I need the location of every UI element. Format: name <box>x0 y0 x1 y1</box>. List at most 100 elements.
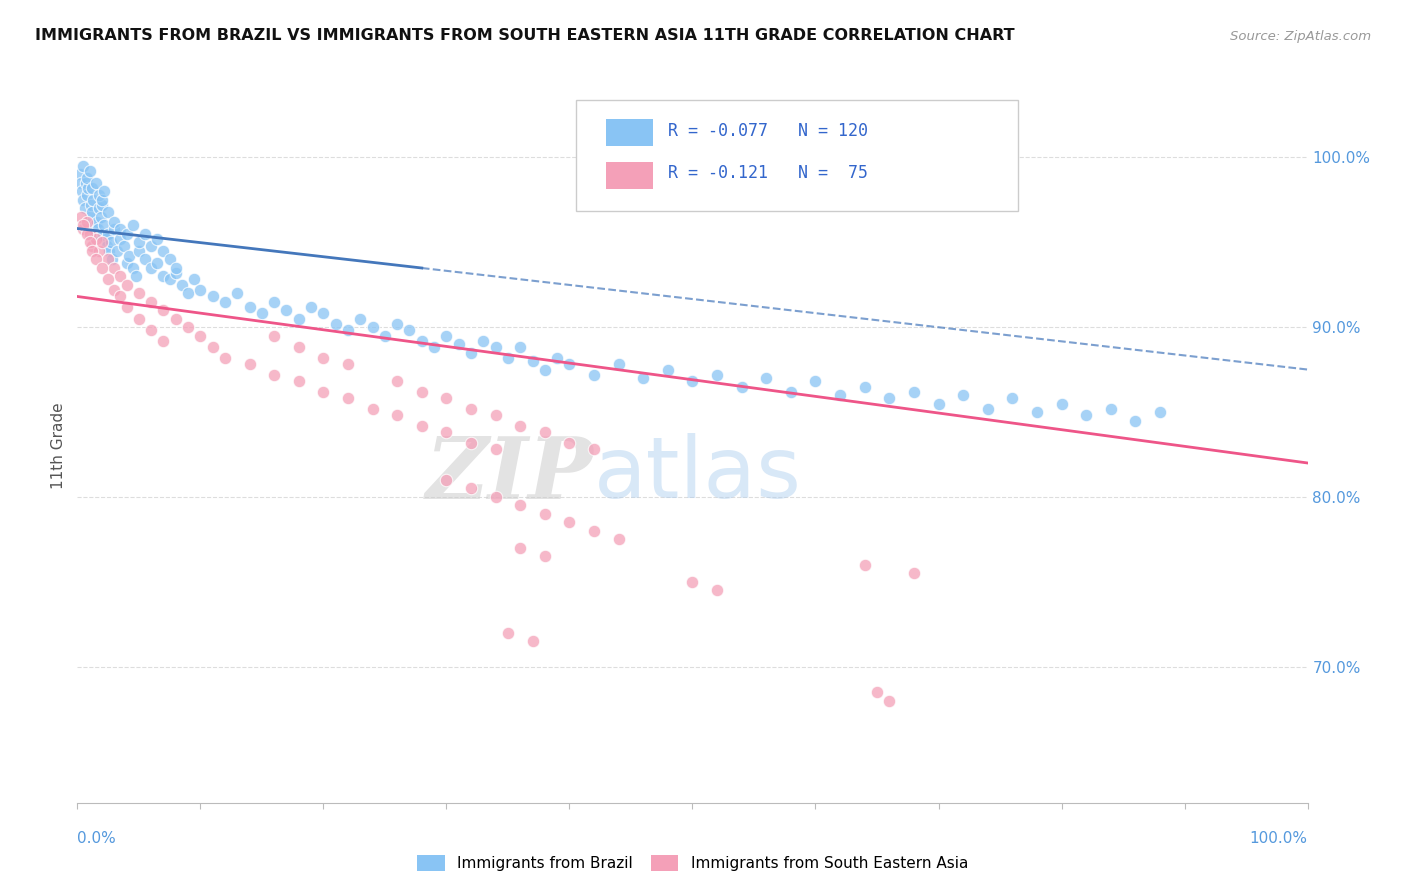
Point <box>312 384 335 399</box>
Point <box>496 351 519 365</box>
Point <box>534 507 557 521</box>
Point <box>93 218 115 232</box>
Point <box>977 401 1000 416</box>
Point <box>159 252 181 266</box>
Point <box>96 238 118 252</box>
Point <box>110 232 132 246</box>
Point <box>558 435 581 450</box>
Point <box>250 306 273 320</box>
Point <box>82 238 104 252</box>
Point <box>141 294 163 309</box>
Point <box>436 328 458 343</box>
Point <box>97 272 120 286</box>
Point <box>853 379 876 393</box>
Point <box>128 286 150 301</box>
Point <box>76 227 98 241</box>
Point <box>90 260 114 275</box>
Point <box>436 425 458 440</box>
Point <box>312 351 335 365</box>
Point <box>509 341 531 355</box>
Point <box>226 286 249 301</box>
Point <box>288 311 311 326</box>
Point <box>89 244 111 258</box>
Point <box>87 221 110 235</box>
Point <box>436 473 458 487</box>
Point <box>103 260 125 275</box>
Point <box>299 300 322 314</box>
Point <box>98 244 121 258</box>
Point <box>928 396 950 410</box>
Point <box>1149 405 1171 419</box>
Point <box>682 375 704 389</box>
Point <box>436 392 458 406</box>
Point <box>152 334 174 348</box>
Point <box>682 574 704 589</box>
Point <box>97 252 120 266</box>
Point <box>125 269 148 284</box>
Point <box>97 204 120 219</box>
Point <box>79 210 101 224</box>
Text: 0.0%: 0.0% <box>77 831 117 846</box>
Point <box>177 320 200 334</box>
Point <box>141 238 163 252</box>
Point <box>607 358 630 372</box>
Point <box>72 218 94 232</box>
Point <box>146 255 169 269</box>
Point <box>349 311 371 326</box>
Point <box>100 235 122 249</box>
Point <box>387 409 409 423</box>
Point <box>70 176 93 190</box>
Point <box>534 362 557 376</box>
Point <box>546 351 568 365</box>
Point <box>460 482 482 496</box>
Point <box>110 221 132 235</box>
Point <box>89 201 111 215</box>
Point <box>121 218 143 232</box>
Point <box>522 634 544 648</box>
Point <box>84 227 107 241</box>
Point <box>337 358 360 372</box>
Point <box>112 238 135 252</box>
Point <box>633 371 655 385</box>
Point <box>141 323 163 337</box>
Point <box>263 368 285 382</box>
Point <box>485 341 508 355</box>
Point <box>170 277 193 292</box>
Point <box>583 524 606 538</box>
Point <box>387 317 409 331</box>
Point <box>73 201 96 215</box>
Point <box>84 252 107 266</box>
Point <box>103 215 125 229</box>
Point <box>1125 413 1147 427</box>
Point <box>91 227 114 241</box>
Text: 100.0%: 100.0% <box>1250 831 1308 846</box>
Point <box>263 294 285 309</box>
Point <box>312 306 335 320</box>
Point <box>534 549 557 564</box>
Point <box>90 210 112 224</box>
FancyBboxPatch shape <box>575 100 1018 211</box>
Point <box>731 379 754 393</box>
Point <box>89 187 111 202</box>
Point <box>214 351 236 365</box>
Point <box>115 227 138 241</box>
Point <box>460 345 482 359</box>
Point <box>583 368 606 382</box>
Point <box>165 311 187 326</box>
Point <box>447 337 470 351</box>
Point <box>134 227 156 241</box>
Point <box>76 170 98 185</box>
Point <box>485 409 508 423</box>
Point <box>780 384 803 399</box>
Point <box>325 317 347 331</box>
Point <box>411 384 433 399</box>
Point <box>101 252 124 266</box>
Point <box>509 499 531 513</box>
Point <box>1076 409 1098 423</box>
Point <box>115 277 138 292</box>
Point <box>288 375 311 389</box>
Point <box>105 244 128 258</box>
Point <box>80 198 103 212</box>
Point <box>90 193 114 207</box>
Point <box>509 541 531 555</box>
